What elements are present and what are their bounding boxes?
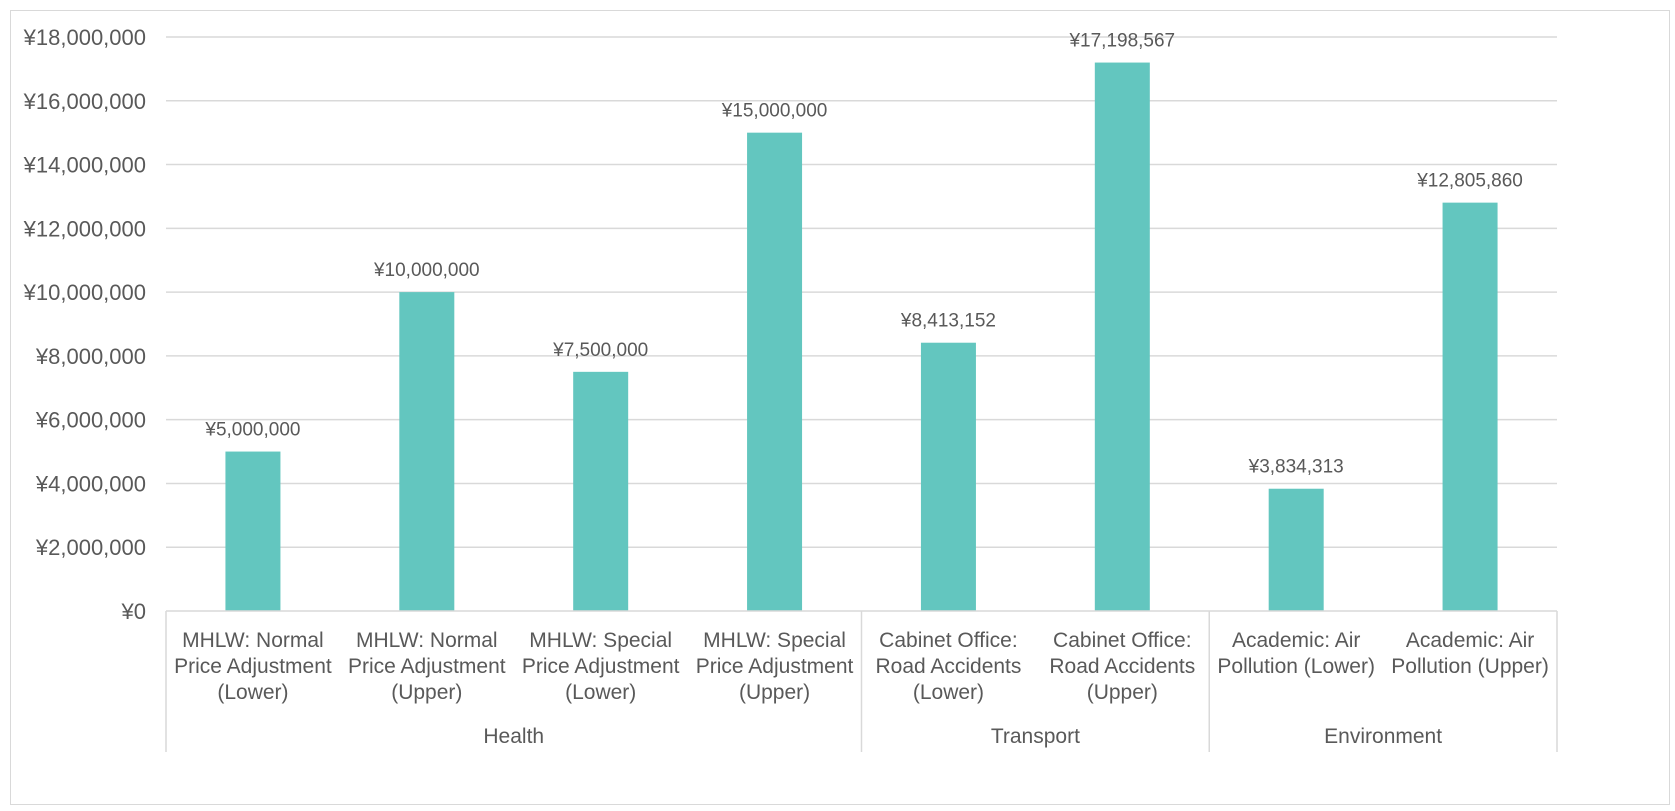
- x-category-label: Academic: Air Pollution (Upper): [1391, 629, 1549, 678]
- y-tick-label: ¥16,000,000: [23, 89, 146, 114]
- data-labels: ¥5,000,000 ¥10,000,000 ¥7,500,000 ¥15,000,0…: [204, 31, 1523, 478]
- x-category-label-line: Pollution (Lower): [1217, 655, 1375, 678]
- x-category-label-line: Cabinet Office:: [879, 629, 1018, 652]
- y-tick-label: ¥12,000,000: [23, 216, 146, 241]
- x-category-label-line: Academic: Air: [1406, 629, 1534, 652]
- data-label: ¥15,000,000: [721, 101, 828, 122]
- x-category-label: MHLW: Normal Price Adjustment (Lower): [174, 629, 332, 704]
- x-category-label: Cabinet Office: Road Accidents (Upper): [1049, 629, 1195, 704]
- x-category-label-line: (Lower): [565, 681, 636, 704]
- bar: [1268, 488, 1324, 611]
- x-category-label-line: MHLW: Normal: [182, 629, 324, 652]
- x-category-label-line: (Upper): [1087, 681, 1158, 704]
- x-category-label: MHLW: Normal Price Adjustment (Upper): [348, 629, 506, 704]
- bar: [573, 371, 629, 611]
- bar: [1094, 62, 1150, 611]
- data-label: ¥10,000,000: [373, 260, 480, 281]
- x-category-label-line: Price Adjustment: [348, 655, 506, 678]
- x-category-label-line: (Upper): [391, 681, 462, 704]
- data-label: ¥12,805,860: [1416, 171, 1523, 192]
- x-category-label-line: MHLW: Special: [529, 629, 672, 652]
- bar: [920, 342, 976, 611]
- data-label: ¥7,500,000: [552, 340, 648, 361]
- data-label: ¥17,198,567: [1068, 31, 1175, 52]
- bar: [1442, 202, 1498, 611]
- y-tick-label: ¥18,000,000: [23, 25, 146, 50]
- x-category-label-line: MHLW: Normal: [356, 629, 498, 652]
- x-category-label-line: Academic: Air: [1232, 629, 1360, 652]
- x-category-label-line: Pollution (Upper): [1391, 655, 1549, 678]
- y-tick-label: ¥6,000,000: [35, 408, 146, 433]
- x-category-label-line: Price Adjustment: [174, 655, 332, 678]
- y-axis-tick-labels: ¥0 ¥2,000,000 ¥4,000,000 ¥6,000,000 ¥8,000,0…: [23, 25, 146, 624]
- chart-frame: [10, 10, 1670, 805]
- bar: [747, 132, 803, 611]
- x-category-label-line: Price Adjustment: [696, 655, 854, 678]
- bars: [225, 62, 1498, 611]
- x-group-label: Environment: [1324, 725, 1442, 748]
- x-category-label-line: Road Accidents: [1049, 655, 1195, 678]
- x-category-label: Academic: Air Pollution (Lower): [1217, 629, 1375, 678]
- x-group-label: Health: [483, 725, 544, 748]
- data-label: ¥8,413,152: [900, 311, 996, 332]
- x-category-label-line: (Lower): [217, 681, 288, 704]
- bar: [225, 451, 281, 611]
- x-category-label-line: Cabinet Office:: [1053, 629, 1192, 652]
- y-tick-label: ¥14,000,000: [23, 153, 146, 178]
- x-category-label-line: Price Adjustment: [522, 655, 680, 678]
- data-label: ¥5,000,000: [204, 420, 300, 441]
- bar: [399, 292, 455, 611]
- x-axis: MHLW: Normal Price Adjustment (Lower)MHLW:…: [165, 610, 1558, 752]
- x-category-label-line: (Lower): [913, 681, 984, 704]
- y-tick-label: ¥2,000,000: [35, 535, 146, 560]
- x-category-label: MHLW: Special Price Adjustment (Lower): [522, 629, 680, 704]
- x-category-label-line: (Upper): [739, 681, 810, 704]
- y-tick-label: ¥8,000,000: [35, 344, 146, 369]
- y-tick-label: ¥10,000,000: [23, 280, 146, 305]
- x-category-label: MHLW: Special Price Adjustment (Upper): [696, 629, 854, 704]
- x-group-label: Transport: [991, 725, 1080, 748]
- x-category-label-line: Road Accidents: [875, 655, 1021, 678]
- y-tick-label: ¥4,000,000: [35, 471, 146, 496]
- x-category-label-line: MHLW: Special: [703, 629, 846, 652]
- y-tick-label: ¥0: [121, 599, 146, 624]
- x-category-label: Cabinet Office: Road Accidents (Lower): [875, 629, 1021, 704]
- data-label: ¥3,834,313: [1248, 457, 1344, 478]
- gridlines: [166, 36, 1557, 548]
